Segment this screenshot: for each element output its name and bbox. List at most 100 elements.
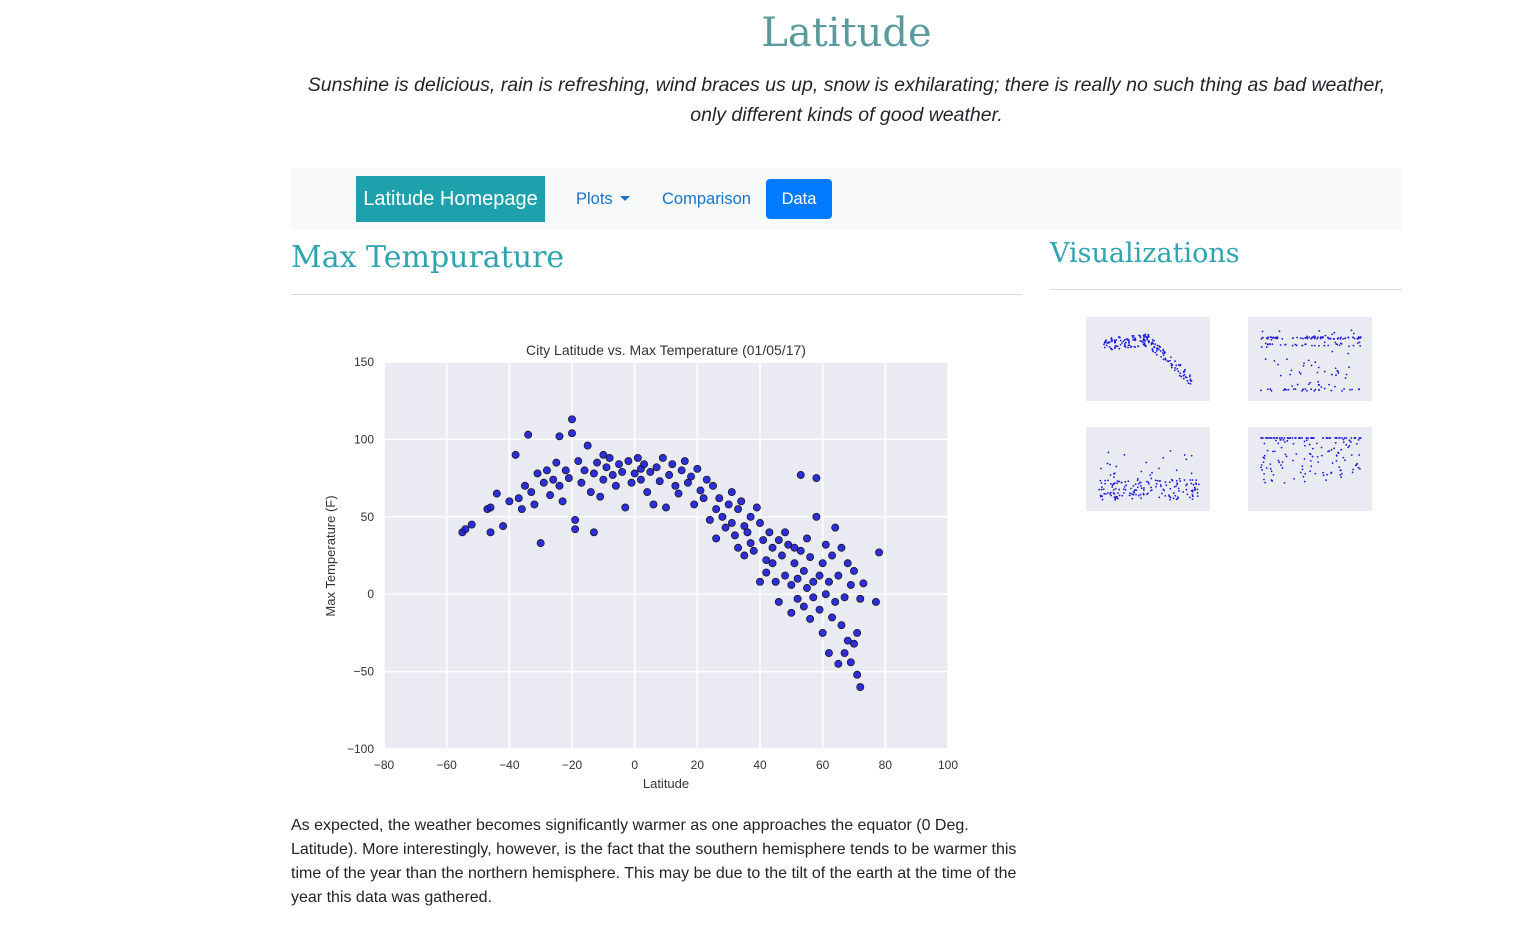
thumb-point [1305, 437, 1308, 439]
thumb-point [1297, 437, 1300, 439]
thumb-point [1261, 336, 1264, 339]
thumb-point [1304, 388, 1307, 390]
thumb-point [1172, 492, 1175, 494]
thumb-point [1128, 494, 1131, 497]
thumb-point [1338, 437, 1341, 439]
thumb-point [1352, 468, 1354, 471]
thumb-point [1106, 462, 1109, 465]
thumb-point [1104, 340, 1107, 343]
thumb-point [1343, 437, 1346, 439]
thumb-point [1142, 341, 1144, 344]
scatter-point [499, 522, 508, 531]
scatter-point [633, 454, 642, 462]
scatter-point [727, 519, 736, 527]
scatter-point [799, 567, 808, 575]
thumb-point [1350, 329, 1353, 332]
thumb-point [1314, 336, 1317, 339]
thumb-point [1330, 373, 1333, 376]
scatter-point [580, 466, 589, 475]
thumb-point [1177, 370, 1180, 373]
scatter-point [668, 460, 677, 469]
scatter-point [611, 481, 620, 490]
thumb-point [1270, 336, 1273, 339]
thumb-point [1131, 497, 1134, 500]
thumb-point [1271, 480, 1274, 482]
thumbnail-humidity[interactable] [1236, 310, 1376, 408]
thumb-point [1189, 374, 1191, 377]
thumb-point [1307, 437, 1310, 440]
scatter-point [693, 464, 702, 473]
thumb-point [1320, 446, 1323, 449]
thumb-point [1113, 496, 1116, 499]
scatter-point [549, 475, 558, 484]
thumb-point [1139, 485, 1142, 487]
scatter-point [730, 531, 739, 540]
thumb-point [1155, 350, 1158, 352]
scatter-point [803, 584, 811, 592]
thumb-point [1196, 488, 1199, 491]
thumb-point [1340, 336, 1342, 339]
thumb-point [1314, 361, 1317, 363]
thumb-point [1348, 439, 1351, 442]
thumb-point [1149, 489, 1152, 492]
thumb-point [1271, 343, 1274, 346]
thumb-point [1112, 482, 1115, 485]
thumb-point [1323, 387, 1326, 390]
thumb-point [1269, 463, 1272, 465]
thumb-point [1137, 494, 1140, 497]
thumbnail-max-temperature[interactable] [1074, 310, 1214, 408]
thumb-point [1099, 479, 1102, 482]
thumb-point [1263, 442, 1266, 445]
nav-data[interactable]: Data [766, 179, 832, 219]
thumb-point [1112, 491, 1115, 494]
thumb-point [1301, 465, 1304, 467]
thumb-point [1112, 476, 1115, 479]
thumb-point [1334, 441, 1337, 444]
thumb-point [1309, 460, 1312, 462]
scatter-point [715, 494, 724, 503]
thumb-point [1359, 345, 1362, 347]
thumb-point [1289, 373, 1292, 376]
thumb-point [1135, 493, 1137, 496]
thumb-point [1100, 467, 1102, 470]
thumb-point [1331, 333, 1333, 336]
thumb-point [1337, 337, 1340, 339]
y-tick-label: 150 [354, 355, 374, 369]
scatter-point [799, 602, 808, 611]
thumb-point [1146, 336, 1149, 339]
thumb-point [1278, 330, 1281, 333]
thumb-point [1132, 490, 1135, 493]
thumb-point [1148, 340, 1151, 343]
thumb-point [1164, 358, 1167, 361]
thumbnail-cloudiness[interactable] [1236, 420, 1376, 518]
nav-comparison[interactable]: Comparison [662, 190, 751, 208]
thumb-point [1337, 372, 1340, 374]
scatter-point [756, 519, 764, 527]
thumb-point [1124, 481, 1127, 483]
thumb-point [1302, 364, 1305, 367]
thumb-point [1115, 339, 1118, 341]
thumb-point [1313, 389, 1316, 392]
brand-link[interactable]: Latitude Homepage [356, 176, 545, 222]
nav-plots-dropdown[interactable]: Plots [576, 176, 630, 222]
scatter-point [846, 580, 855, 589]
thumb-point [1333, 447, 1335, 450]
thumb-point [1189, 375, 1191, 378]
thumb-point [1156, 479, 1159, 482]
thumb-point [1335, 459, 1338, 462]
scatter-point [696, 486, 705, 495]
thumb-point [1284, 453, 1287, 456]
thumb-point [1260, 337, 1263, 340]
thumbnail-wind-speed[interactable] [1074, 420, 1214, 518]
thumb-point [1284, 343, 1287, 346]
thumb-point [1273, 360, 1276, 362]
thumb-point [1132, 485, 1135, 487]
thumb-point [1125, 338, 1128, 341]
scatter-point [768, 559, 777, 568]
scatter-point [859, 579, 868, 588]
thumb-point [1129, 346, 1132, 349]
thumb-point [1317, 366, 1320, 369]
thumb-point [1264, 342, 1267, 345]
x-tick-label: 100 [938, 758, 958, 772]
thumb-point [1139, 336, 1142, 339]
